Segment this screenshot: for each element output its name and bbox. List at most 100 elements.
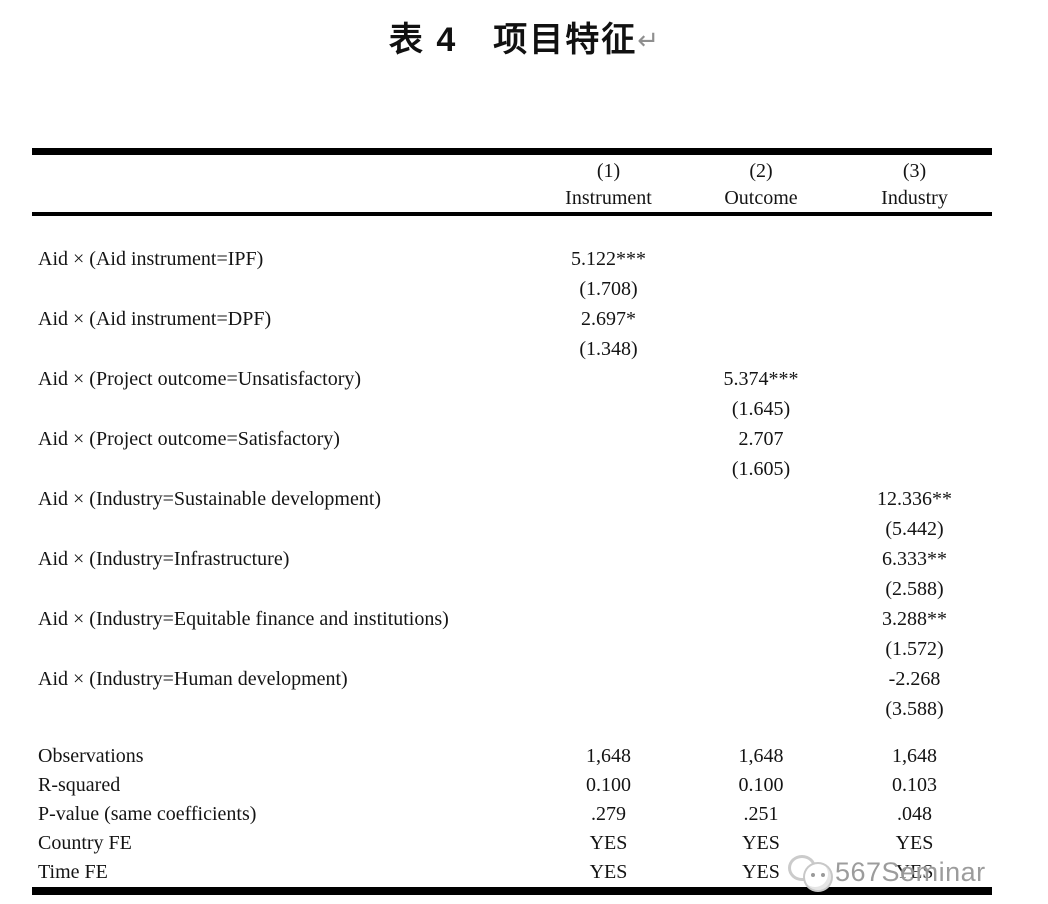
stat-cell: YES <box>895 832 934 854</box>
coef-cell <box>837 364 992 394</box>
watermark: 567Seminar <box>786 852 986 892</box>
coef-cell <box>532 364 685 394</box>
watermark-face-shape <box>803 862 833 892</box>
table-title: 表 4 项目特征↵ <box>0 12 1048 61</box>
row-label: Country FE <box>38 832 132 854</box>
watermark-text: 567Seminar <box>835 856 986 887</box>
row-label-empty <box>32 394 532 424</box>
se-cell <box>837 394 992 424</box>
stat-cell: 1,648 <box>892 745 937 767</box>
se-cell: (3.588) <box>885 698 944 720</box>
table-row-se: (1.572) <box>32 634 992 664</box>
coef-cell <box>685 244 837 274</box>
coef-cell <box>685 604 837 634</box>
coef-cell <box>685 484 837 514</box>
se-cell: (1.708) <box>579 278 638 300</box>
stat-cell: YES <box>895 861 934 883</box>
coef-cell <box>532 664 685 694</box>
stat-cell: 0.100 <box>586 774 631 796</box>
se-cell <box>532 634 685 664</box>
table-row: Aid × (Aid instrument=IPF) 5.122*** <box>32 244 992 274</box>
table-row: R-squared 0.100 0.100 0.103 <box>32 771 992 800</box>
row-label-empty <box>32 574 532 604</box>
coef-cell: 12.336** <box>877 488 952 510</box>
table-row: Aid × (Industry=Infrastructure) 6.333** <box>32 544 992 574</box>
row-label: Aid × (Project outcome=Unsatisfactory) <box>38 368 362 390</box>
header-empty-cell <box>32 158 532 185</box>
row-label: Aid × (Industry=Equitable finance and in… <box>38 608 449 630</box>
stat-cell: YES <box>742 861 780 883</box>
coefficient-block: Aid × (Aid instrument=IPF) 5.122*** (1.7… <box>32 244 992 724</box>
coef-cell: 5.374*** <box>723 368 799 390</box>
table-header: (1) (2) (3) Instrument Outcome Industry <box>32 155 992 212</box>
stat-cell: .279 <box>591 803 626 825</box>
column-label: Industry <box>881 187 948 209</box>
row-label: P-value (same coefficients) <box>38 803 257 825</box>
coef-cell: 5.122*** <box>571 248 646 270</box>
stat-cell: 0.103 <box>892 774 937 796</box>
table-row: Aid × (Industry=Human development) -2.26… <box>32 664 992 694</box>
chat-bubble-logo-icon <box>786 852 833 892</box>
se-cell: (1.572) <box>885 638 944 660</box>
coef-cell <box>837 244 992 274</box>
se-cell <box>685 574 837 604</box>
se-cell <box>685 514 837 544</box>
coef-cell <box>532 424 685 454</box>
table-row: Country FE YES YES YES <box>32 829 992 858</box>
coef-cell: -2.268 <box>888 668 941 690</box>
se-cell <box>532 574 685 604</box>
table-row: Aid × (Project outcome=Unsatisfactory) 5… <box>32 364 992 394</box>
se-cell <box>685 274 837 304</box>
stat-cell: 1,648 <box>738 745 784 767</box>
table-row: Observations 1,648 1,648 1,648 <box>32 742 992 771</box>
row-label: Time FE <box>38 861 108 883</box>
row-label: R-squared <box>38 774 121 796</box>
coef-cell <box>685 304 837 334</box>
se-cell <box>685 694 837 724</box>
table-row-se: (1.348) <box>32 334 992 364</box>
row-label-empty <box>32 634 532 664</box>
se-cell <box>837 454 992 484</box>
stat-cell: .048 <box>897 803 932 825</box>
se-cell <box>837 334 992 364</box>
se-cell <box>532 394 685 424</box>
se-cell <box>837 274 992 304</box>
stat-cell: 0.100 <box>738 774 784 796</box>
coef-cell <box>532 544 685 574</box>
row-label: Aid × (Project outcome=Satisfactory) <box>38 428 340 450</box>
stat-cell: YES <box>589 832 628 854</box>
row-label: Aid × (Aid instrument=IPF) <box>38 248 264 270</box>
table-row: Aid × (Project outcome=Satisfactory) 2.7… <box>32 424 992 454</box>
se-cell <box>685 334 837 364</box>
regression-table: (1) (2) (3) Instrument Outcome Industry … <box>32 148 992 895</box>
column-label: Outcome <box>724 187 798 209</box>
row-label-empty <box>32 514 532 544</box>
row-label-empty <box>32 274 532 304</box>
row-label: Observations <box>38 745 144 767</box>
table-row: Aid × (Aid instrument=DPF) 2.697* <box>32 304 992 334</box>
stat-cell: .251 <box>743 803 779 825</box>
table-top-rule <box>32 148 992 155</box>
column-number: (2) <box>749 160 773 182</box>
table-row-se: (5.442) <box>32 514 992 544</box>
table-title-text: 表 4 项目特征 <box>388 21 638 59</box>
coef-cell <box>837 304 992 334</box>
column-label: Instrument <box>565 187 652 209</box>
table-row-se: (1.708) <box>32 274 992 304</box>
coef-cell: 6.333** <box>882 548 947 570</box>
coef-cell: 2.697* <box>581 308 636 330</box>
table-body: Aid × (Aid instrument=IPF) 5.122*** (1.7… <box>32 216 992 887</box>
table-row-se: (1.645) <box>32 394 992 424</box>
header-label-row: Instrument Outcome Industry <box>32 185 992 212</box>
se-cell <box>532 694 685 724</box>
coef-cell <box>532 604 685 634</box>
se-cell: (2.588) <box>885 578 944 600</box>
coef-cell <box>532 484 685 514</box>
se-cell: (5.442) <box>885 518 944 540</box>
se-cell: (1.605) <box>731 458 791 480</box>
se-cell: (1.348) <box>579 338 638 360</box>
table-row-se: (1.605) <box>32 454 992 484</box>
row-label-empty <box>32 334 532 364</box>
row-label: Aid × (Industry=Human development) <box>38 668 348 690</box>
paragraph-return-mark-icon: ↵ <box>637 26 660 56</box>
